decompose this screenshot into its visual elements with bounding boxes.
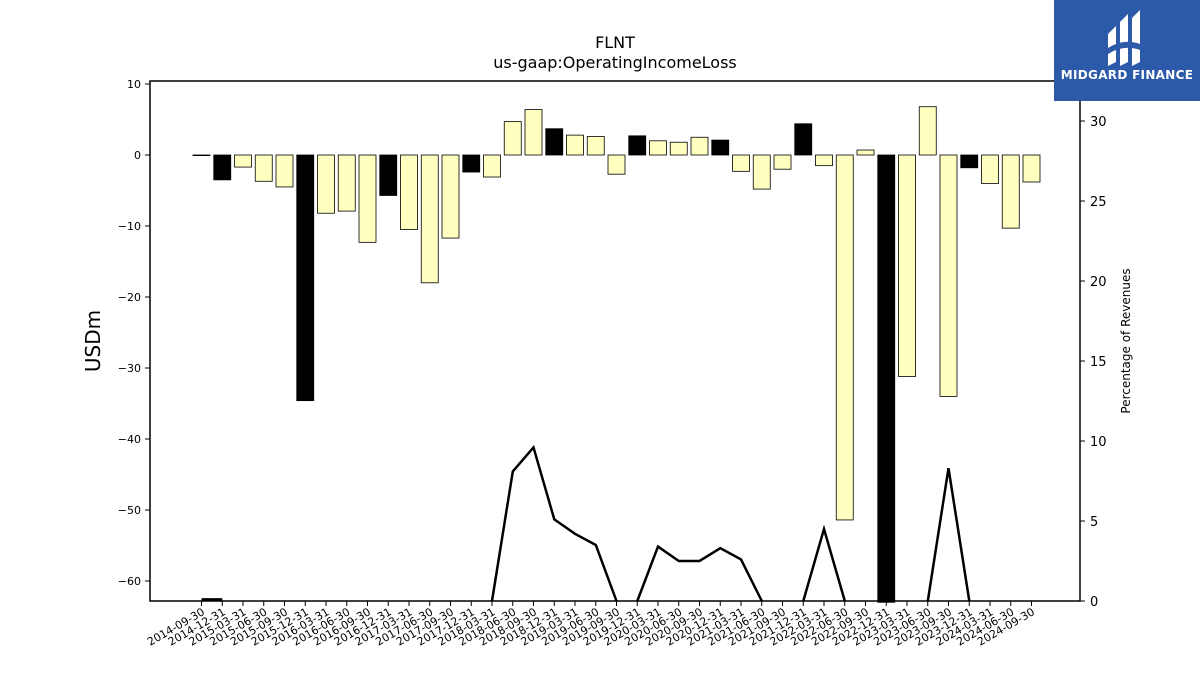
bar-2020-06-30 [669, 141, 688, 156]
y2-tick-label: 30 [1090, 115, 1107, 130]
bar-2016-09-30 [358, 154, 377, 243]
bar-2020-09-30 [690, 136, 709, 156]
x-axis-ticks: 2014-09-302014-12-312015-03-312015-06-30… [145, 601, 1037, 649]
y2-tick-label: 0 [1090, 595, 1098, 610]
bar-2017-12-31 [462, 154, 481, 173]
bar-2023-09-30 [939, 154, 958, 397]
bar-2022-12-31 [877, 154, 896, 603]
bar-2014-09-30 [192, 154, 211, 157]
y2-tick-label: 25 [1090, 195, 1107, 210]
bar-2021-09-30 [773, 154, 792, 170]
bar-2021-12-31 [794, 123, 813, 156]
y-tick-label: −50 [118, 504, 141, 517]
bar-2023-03-31 [898, 154, 916, 377]
y2-axis-label: Percentage of Revenues [1119, 268, 1133, 413]
plot-frame [149, 80, 1081, 602]
percentage-line-segment-5 [926, 468, 971, 602]
bar-2016-03-31 [317, 154, 335, 214]
bar-2015-06-30 [254, 154, 273, 182]
bar-2018-09-30 [524, 109, 543, 156]
bar-2015-09-30 [275, 154, 294, 188]
bar-2015-12-31 [296, 154, 315, 402]
bar-2024-09-30 [1022, 154, 1041, 183]
bar-2022-03-31 [815, 154, 833, 167]
bar-2019-06-30 [586, 136, 605, 156]
y2-tick-label: 5 [1090, 515, 1098, 530]
bar-2017-09-30 [441, 154, 460, 239]
midgard-logo-icon [1108, 10, 1140, 66]
bar-2019-03-31 [566, 134, 584, 156]
bar-2024-06-30 [1001, 154, 1020, 229]
bar-2022-06-30 [835, 154, 854, 521]
y-tick-label: −10 [118, 220, 141, 233]
chart-subtitle: us-gaap:OperatingIncomeLoss [493, 53, 737, 72]
bar-2015-03-31 [234, 154, 252, 168]
chart-title: FLNT [595, 33, 635, 52]
percentage-line-segment-2 [636, 544, 763, 602]
bar-2018-12-31 [545, 128, 564, 156]
y2-tick-label: 20 [1090, 275, 1107, 290]
bar-2024-03-31 [981, 154, 999, 184]
bar-2017-06-30 [420, 154, 439, 284]
bar-2019-12-31 [628, 135, 647, 156]
bar-2018-03-31 [483, 154, 501, 178]
bar-2020-03-31 [649, 140, 667, 156]
bar-2021-03-31 [732, 154, 750, 172]
y-tick-label: 0 [134, 149, 141, 162]
bar-2020-12-31 [711, 139, 730, 156]
y-tick-label: 10 [127, 78, 141, 91]
bar-2017-03-31 [400, 154, 418, 230]
bar-2018-06-30 [503, 121, 522, 156]
bar-2016-06-30 [337, 154, 356, 212]
bars-group [192, 106, 1041, 603]
y-tick-label: −40 [118, 433, 141, 446]
percentage-line-group [201, 444, 971, 602]
bar-2014-12-31 [213, 154, 232, 181]
y2-tick-label: 15 [1090, 355, 1107, 370]
y-tick-label: −20 [118, 291, 141, 304]
bar-2023-12-31 [960, 154, 979, 169]
brand-name: MIDGARD FINANCE [1060, 68, 1194, 82]
y-axis-ticks: 10 0 −10 −20 −30 −40 −50 −60 [118, 78, 150, 588]
bar-2023-06-30 [918, 106, 937, 156]
y2-axis-ticks: 0 5 10 15 20 25 30 [1080, 115, 1107, 610]
bar-2016-12-31 [379, 154, 398, 196]
y-tick-label: −30 [118, 362, 141, 375]
bar-2022-09-30 [856, 149, 875, 156]
bar-2019-09-30 [607, 154, 626, 175]
y-axis-label: USDm [81, 310, 105, 372]
percentage-line-segment-3 [802, 524, 847, 602]
bar-2021-06-30 [752, 154, 771, 190]
y2-tick-label: 10 [1090, 435, 1107, 450]
brand-logo: MIDGARD FINANCE [1054, 0, 1200, 101]
y-tick-label: −60 [118, 575, 141, 588]
percentage-line-segment-1 [490, 444, 618, 602]
